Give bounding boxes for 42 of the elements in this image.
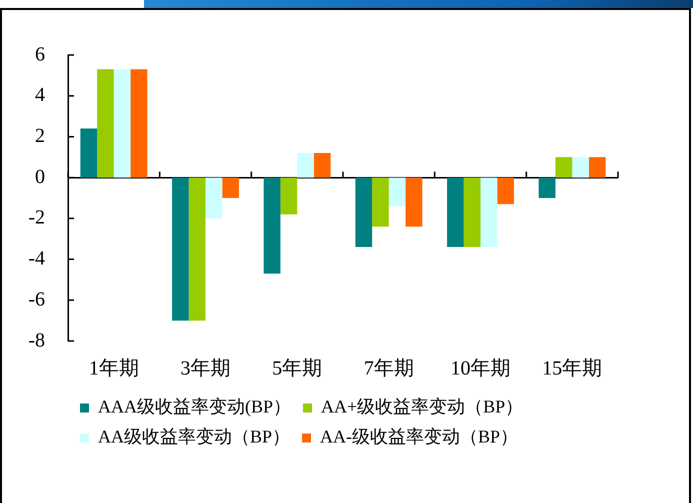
legend-label: AA级收益率变动（BP） xyxy=(98,426,290,447)
bar xyxy=(206,178,222,218)
y-tick-label: -4 xyxy=(28,248,45,270)
bar xyxy=(172,178,189,321)
bar xyxy=(572,157,589,178)
legend-label: AA+级收益率变动（BP） xyxy=(321,396,524,417)
y-tick-label: -6 xyxy=(28,288,45,310)
legend-label: AA-级收益率变动（BP） xyxy=(320,426,518,447)
legend-label: AAA级收益率变动(BP） xyxy=(98,396,292,417)
bar xyxy=(222,178,239,198)
bar xyxy=(497,178,514,204)
bar xyxy=(264,178,280,274)
y-tick-label: 6 xyxy=(35,43,45,66)
bar xyxy=(297,153,314,178)
bar xyxy=(555,157,572,178)
bar xyxy=(480,178,498,248)
bar xyxy=(355,178,372,248)
y-tick-label: 4 xyxy=(35,84,45,106)
bar xyxy=(80,128,98,178)
x-tick-label: 5年期 xyxy=(272,357,322,380)
x-tick-label: 10年期 xyxy=(450,357,510,380)
bar xyxy=(588,157,606,178)
bar xyxy=(464,178,480,248)
bar xyxy=(372,178,389,227)
bar xyxy=(447,178,464,248)
y-tick-label: 2 xyxy=(35,124,45,147)
bar xyxy=(130,69,148,178)
bar xyxy=(538,178,556,198)
x-tick-label: 15年期 xyxy=(542,357,602,380)
bar xyxy=(114,69,131,178)
y-tick-label: 0 xyxy=(35,166,45,188)
x-tick-label: 1年期 xyxy=(88,357,139,380)
bar xyxy=(314,153,331,178)
bar xyxy=(388,178,406,206)
x-tick-label: 3年期 xyxy=(180,357,230,380)
bar xyxy=(188,178,206,321)
y-tick-label: -2 xyxy=(28,206,45,229)
bar xyxy=(97,69,114,178)
bar xyxy=(406,178,422,227)
x-tick-label: 7年期 xyxy=(364,357,414,380)
bar xyxy=(280,178,298,214)
y-tick-label: -8 xyxy=(28,329,45,352)
